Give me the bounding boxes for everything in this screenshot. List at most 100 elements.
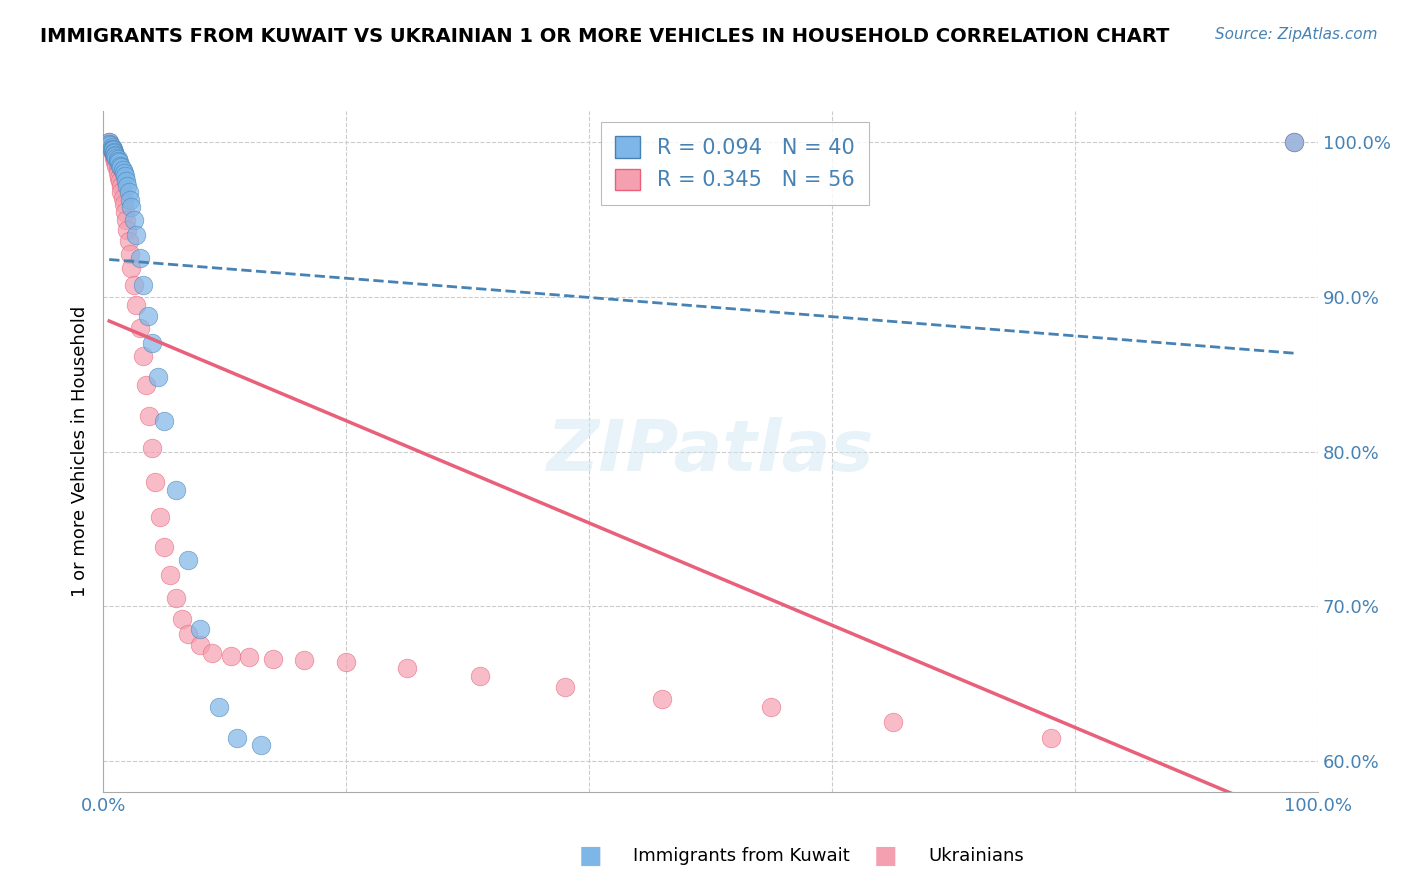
Point <box>159 568 181 582</box>
Point <box>103 147 125 161</box>
Point <box>103 145 125 159</box>
Point <box>132 349 155 363</box>
Point <box>1282 136 1305 150</box>
Point <box>117 235 139 249</box>
Point <box>104 153 127 167</box>
Point <box>395 661 418 675</box>
Point <box>172 611 194 625</box>
Point <box>100 138 122 153</box>
Point <box>468 669 491 683</box>
Point <box>115 212 138 227</box>
Point <box>98 136 121 150</box>
Point <box>111 163 134 178</box>
Point <box>98 136 121 151</box>
Point <box>117 178 139 193</box>
Point <box>110 160 132 174</box>
Text: Immigrants from Kuwait: Immigrants from Kuwait <box>633 847 849 865</box>
Point <box>112 197 135 211</box>
Point <box>1282 136 1305 150</box>
Point <box>225 731 247 745</box>
Point <box>1039 731 1062 745</box>
Point <box>108 159 131 173</box>
Point <box>104 149 127 163</box>
Point <box>118 246 141 260</box>
Point <box>188 623 211 637</box>
Point <box>107 161 129 176</box>
Point <box>107 153 129 168</box>
Point <box>104 155 127 169</box>
Point <box>207 699 229 714</box>
Point <box>101 145 124 159</box>
Point <box>188 638 211 652</box>
Point <box>554 680 576 694</box>
Point <box>108 170 131 185</box>
Point <box>651 692 673 706</box>
Text: IMMIGRANTS FROM KUWAIT VS UKRAINIAN 1 OR MORE VEHICLES IN HOUSEHOLD CORRELATION : IMMIGRANTS FROM KUWAIT VS UKRAINIAN 1 OR… <box>39 27 1170 45</box>
Point <box>149 509 172 524</box>
Point <box>115 174 138 188</box>
Point <box>141 442 163 456</box>
Text: ■: ■ <box>579 845 602 868</box>
Point <box>335 655 357 669</box>
Point <box>132 277 155 292</box>
Point <box>108 174 131 188</box>
Point <box>125 228 148 243</box>
Text: Source: ZipAtlas.com: Source: ZipAtlas.com <box>1215 27 1378 42</box>
Point <box>100 143 122 157</box>
Point <box>107 166 129 180</box>
Point <box>100 142 122 156</box>
Point <box>105 151 128 165</box>
Point <box>122 277 145 292</box>
Point <box>120 260 142 275</box>
Point <box>114 205 136 219</box>
Point <box>128 321 150 335</box>
Text: ■: ■ <box>875 845 897 868</box>
Point <box>108 155 131 169</box>
Point <box>112 166 135 180</box>
Point <box>141 336 163 351</box>
Point <box>145 475 167 490</box>
Point <box>165 591 187 606</box>
Point <box>219 648 242 663</box>
Point <box>114 169 136 184</box>
Legend: R = 0.094   N = 40, R = 0.345   N = 56: R = 0.094 N = 40, R = 0.345 N = 56 <box>600 122 869 205</box>
Point <box>153 414 176 428</box>
Point <box>101 143 124 157</box>
Point <box>128 252 150 266</box>
Point <box>146 370 169 384</box>
Point <box>103 151 125 165</box>
Point <box>262 651 284 665</box>
Point <box>761 699 783 714</box>
Point <box>153 541 176 555</box>
Point <box>117 223 139 237</box>
Point <box>100 138 122 153</box>
Point <box>125 298 148 312</box>
Text: Ukrainians: Ukrainians <box>928 847 1024 865</box>
Text: ZIPatlas: ZIPatlas <box>547 417 875 486</box>
Point <box>117 185 139 199</box>
Point <box>135 378 157 392</box>
Point <box>118 193 141 207</box>
Point <box>177 553 200 567</box>
Point <box>104 147 127 161</box>
Point <box>101 142 124 156</box>
Point <box>122 212 145 227</box>
Point <box>98 136 121 151</box>
Point <box>238 650 260 665</box>
Point <box>100 140 122 154</box>
Point <box>882 715 904 730</box>
Point <box>111 191 134 205</box>
Point <box>138 409 160 423</box>
Point <box>120 200 142 214</box>
Point <box>110 178 132 193</box>
Point <box>101 146 124 161</box>
Point <box>165 483 187 498</box>
Point <box>201 646 224 660</box>
Point <box>100 142 122 156</box>
Point <box>292 653 315 667</box>
Y-axis label: 1 or more Vehicles in Household: 1 or more Vehicles in Household <box>72 306 89 598</box>
Point <box>177 627 200 641</box>
Point <box>107 153 129 167</box>
Point <box>105 159 128 173</box>
Point <box>110 185 132 199</box>
